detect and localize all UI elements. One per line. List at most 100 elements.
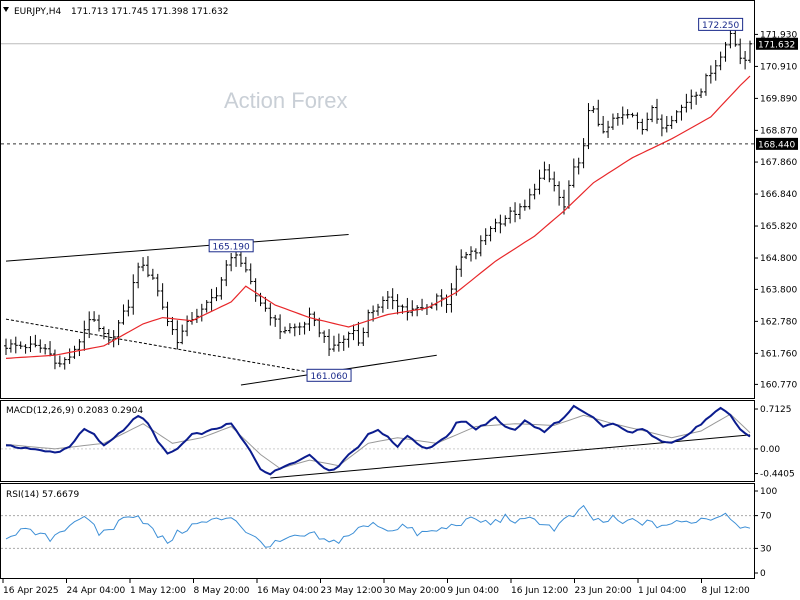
ohlc-bar [703,73,708,96]
level-tag-box [756,137,798,150]
ohlc-bar [571,158,576,188]
annotation-box [698,17,744,31]
annotation-label: 172.250 [702,21,739,31]
level-tag-label: 168.440 [758,140,795,150]
ohlc-bar [415,305,420,317]
ohlc-bar [199,303,204,322]
ohlc-bar [635,112,640,130]
ohlc-readout: 171.713 171.745 171.398 171.632 [71,7,228,17]
ohlc-bar [513,202,518,223]
price-annotation-tag: 165.190 [208,239,254,253]
price-tick-label: 165.820 [760,222,797,232]
annotation-box [306,368,352,382]
ohlc-bar [77,339,82,357]
price-level-tag: 168.440 [756,137,798,150]
ohlc-bar [150,268,155,280]
ohlc-bar [517,203,522,220]
ohlc-bar [439,289,444,307]
time-tick-label: 30 May 20:00 [384,586,446,596]
ohlc-bar [229,252,234,272]
time-tick-label: 24 Apr 04:00 [67,586,126,596]
ohlc-bar [13,336,18,354]
price-panel [0,0,755,399]
macd-tick-label: 0.00 [760,445,780,455]
ohlc-bar [278,314,283,340]
ohlc-bar [190,312,194,325]
ohlc-bar [136,262,141,289]
ohlc-bar [361,327,366,346]
ohlc-bar [341,335,346,351]
ohlc-bar [410,300,415,317]
ohlc-bar [292,323,297,337]
rsi-tick-label: 100 [760,487,777,497]
time-tick-label: 1 May 12:00 [130,586,186,596]
ohlc-bar [253,278,258,302]
ohlc-bar [718,51,723,71]
ohlc-bar [170,316,175,335]
ohlc-bar [630,112,635,118]
ohlc-bar [101,326,106,340]
macd-tick-label: 0.7125 [760,405,792,415]
ohlc-bar [33,334,38,348]
ohlc-bar [615,112,620,126]
macd-line [6,404,751,476]
time-tick-label: 16 Jun 12:00 [511,586,568,596]
ohlc-bar [38,339,43,353]
ohlc-bar [366,309,371,338]
ohlc-bar [351,324,356,341]
annotation-box [208,239,254,253]
ohlc-bar [62,357,67,370]
moving-average-line [5,75,751,359]
time-tick-label: 8 May 20:00 [194,586,250,596]
ohlc-bar [126,299,131,317]
chart-header: EURJPY,H4 171.713 171.745 171.398 171.63… [3,7,228,17]
ohlc-bar [743,50,748,70]
ohlc-bar [542,161,547,180]
rsi-panel [0,483,755,579]
time-tick-label: 16 Apr 2025 [3,586,59,596]
ohlc-bar [498,214,503,234]
ohlc-bar [473,248,478,260]
ohlc-bar [424,304,429,315]
macd-signal-line [5,413,751,470]
ohlc-bar [145,256,150,278]
macd-tick-label: -0.4405 [760,470,795,480]
ohlc-bar [390,288,395,310]
collapse-triangle-icon[interactable] [3,7,9,12]
ohlc-bar [655,98,659,124]
ohlc-bar [405,297,410,321]
ohlc-bar [434,293,439,311]
ohlc-bar [185,315,190,337]
macd-trendline [270,434,751,479]
ohlc-bar [689,89,694,110]
ohlc-bar [748,40,752,63]
ohlc-bar [522,199,527,211]
ohlc-bar [454,265,459,296]
ohlc-bar [557,181,562,206]
time-tick-label: 8 Jul 12:00 [702,586,751,596]
ohlc-bar [165,301,170,327]
price-tick-label: 166.840 [760,190,797,200]
macd-plot [1,404,754,479]
ohlc-bar [224,260,229,287]
price-plot: 165.190 161.060 172.250 [1,17,754,386]
ohlc-bar [694,91,699,105]
ohlc-bar [547,164,552,183]
ohlc-bar [121,304,126,325]
ohlc-bar [596,99,601,127]
ohlc-bar [248,263,253,285]
ohlc-bar [699,88,704,99]
rsi-tick-label: 0 [760,569,766,579]
ohlc-bar [640,118,645,135]
ohlc-bar [376,303,380,316]
ohlc-bar [194,308,199,323]
ohlc-bar [679,104,684,121]
ohlc-bar [606,120,611,138]
ohlc-bar [72,345,77,359]
ohlc-bar [28,336,33,352]
ohlc-bar [283,326,287,334]
price-tick-label: 163.800 [760,285,797,295]
rsi-line [5,504,751,548]
